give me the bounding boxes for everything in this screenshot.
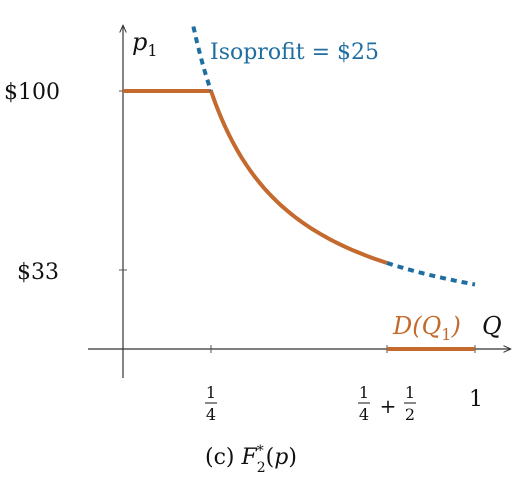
demand-segment-1	[209, 90, 388, 265]
svg-text:1: 1	[405, 383, 415, 402]
isoprofit-label: Isoprofit = $25	[210, 40, 379, 65]
y-tick-label-100: $100	[4, 80, 60, 105]
svg-text:4: 4	[359, 405, 369, 424]
demand-label: D(Q1)	[392, 312, 461, 344]
svg-text:4: 4	[206, 405, 216, 424]
svg-text:1: 1	[359, 383, 369, 402]
x-tick-label-quarter: 1 4	[205, 383, 217, 424]
x-axis-label: Q	[482, 312, 502, 340]
isoprofit-dashed-curve-2	[191, 26, 213, 92]
y-axis-label: p1	[132, 28, 158, 60]
svg-text:+: +	[380, 394, 397, 418]
x-tick-label-quarter-plus-half: 1 4 + 1 2	[358, 383, 416, 424]
isoprofit-dashed-curve-3	[386, 261, 476, 287]
svg-text:1: 1	[206, 383, 216, 402]
figure-caption: (c) F* 2(p)	[205, 443, 297, 476]
x-tick-label-one: 1	[469, 387, 483, 412]
svg-text:2: 2	[405, 405, 415, 424]
y-tick-label-33: $33	[17, 260, 59, 285]
series-layer	[123, 26, 476, 351]
